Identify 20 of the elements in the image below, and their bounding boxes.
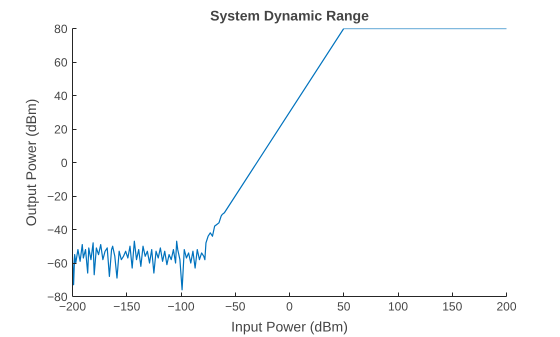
y-tick-label: 80 [54, 22, 68, 36]
x-tick-label: −50 [225, 300, 246, 314]
y-tick-label: −60 [47, 256, 68, 270]
y-axis-title: Output Power (dBm) [23, 98, 40, 226]
x-tick-label: −150 [113, 300, 141, 314]
x-tick-label: 0 [286, 300, 294, 314]
x-tick-label: −100 [167, 300, 195, 314]
y-tick-label: 40 [54, 89, 68, 103]
x-tick-label: 50 [337, 300, 351, 314]
y-tick-label: 60 [54, 56, 68, 70]
y-tick-label: 0 [60, 156, 68, 170]
x-axis-title: Input Power (dBm) [231, 318, 348, 334]
x-tick-label: 100 [388, 300, 408, 314]
y-tick-label: −20 [47, 190, 68, 204]
y-tick-label: −40 [47, 223, 68, 237]
x-tick-label: 200 [496, 300, 517, 314]
x-tick-label: 150 [442, 300, 463, 314]
line-series [72, 28, 506, 290]
chart-title: System Dynamic Range [210, 8, 370, 24]
y-tick-label: 20 [54, 122, 68, 136]
